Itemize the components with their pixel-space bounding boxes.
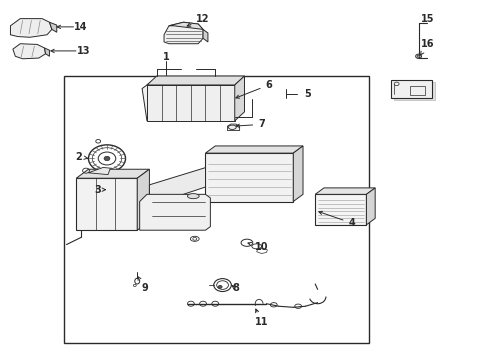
Polygon shape: [142, 81, 234, 121]
Text: 10: 10: [247, 242, 268, 252]
Text: 12: 12: [187, 14, 209, 26]
Polygon shape: [234, 76, 244, 121]
Polygon shape: [163, 22, 203, 44]
Text: 8: 8: [232, 283, 239, 293]
Polygon shape: [315, 188, 374, 194]
Ellipse shape: [187, 194, 199, 199]
Text: 13: 13: [77, 46, 90, 56]
Polygon shape: [256, 248, 267, 253]
Polygon shape: [205, 146, 303, 153]
Text: 4: 4: [318, 211, 354, 228]
Text: 15: 15: [420, 14, 433, 24]
Polygon shape: [137, 169, 149, 230]
Polygon shape: [10, 19, 52, 37]
Polygon shape: [76, 169, 149, 178]
Text: 11: 11: [254, 309, 268, 327]
Text: 3: 3: [95, 185, 105, 195]
Polygon shape: [168, 22, 203, 30]
Polygon shape: [147, 76, 244, 85]
Polygon shape: [13, 44, 45, 59]
Polygon shape: [366, 188, 374, 225]
Bar: [64, 76, 368, 343]
Text: 5: 5: [304, 89, 311, 99]
Bar: [76, 178, 137, 230]
Text: 1: 1: [163, 52, 169, 62]
Ellipse shape: [218, 285, 222, 288]
Bar: [205, 153, 293, 202]
Bar: [390, 80, 431, 98]
Polygon shape: [227, 124, 239, 131]
Bar: [147, 85, 234, 121]
Text: 9: 9: [138, 277, 147, 293]
Polygon shape: [44, 48, 49, 56]
Text: 14: 14: [74, 22, 88, 32]
Polygon shape: [203, 30, 207, 42]
Text: 2: 2: [75, 152, 88, 162]
Bar: [393, 82, 434, 100]
Polygon shape: [149, 168, 205, 206]
Polygon shape: [140, 194, 210, 230]
Text: 16: 16: [420, 40, 433, 55]
Polygon shape: [88, 167, 110, 175]
Bar: [409, 86, 424, 95]
Bar: [315, 194, 366, 225]
Polygon shape: [49, 22, 57, 32]
Ellipse shape: [416, 55, 419, 57]
Ellipse shape: [122, 188, 127, 192]
Text: 7: 7: [236, 120, 264, 129]
Polygon shape: [293, 146, 303, 202]
Text: 6: 6: [235, 80, 272, 98]
Ellipse shape: [104, 156, 110, 161]
